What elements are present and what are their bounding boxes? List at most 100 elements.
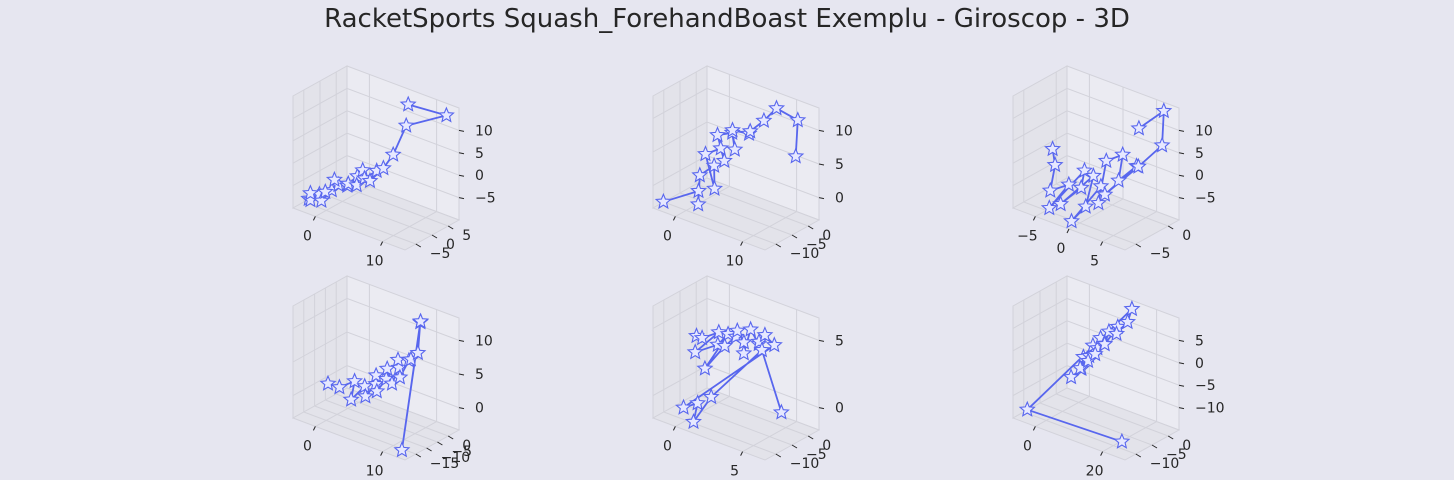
z-gridline xyxy=(652,297,820,341)
z-tick-mark xyxy=(458,129,465,132)
data-point-star xyxy=(1018,400,1036,417)
z-tick-label: 5 xyxy=(835,333,844,349)
z-tick-mark xyxy=(1178,152,1185,155)
data-point-star xyxy=(735,344,753,361)
y-gridline xyxy=(1023,90,1136,245)
data-point-star xyxy=(330,378,348,395)
y-tick-mark xyxy=(426,447,432,452)
y-tick-label: 0 xyxy=(462,438,471,454)
data-point-star xyxy=(705,156,723,173)
data-point-star xyxy=(325,170,343,188)
z-gridline xyxy=(1012,342,1180,386)
z-tick-label: 5 xyxy=(835,157,844,173)
x-tick-mark xyxy=(1100,451,1104,456)
data-point-star xyxy=(1040,199,1058,216)
z-gridline xyxy=(292,87,460,131)
y-tick-label: −5 xyxy=(1150,246,1171,262)
data-point-star xyxy=(684,412,702,430)
data-point-star xyxy=(409,344,427,361)
x-tick-mark xyxy=(1100,241,1104,246)
data-point-star xyxy=(384,145,402,162)
y-tick-mark xyxy=(1167,435,1174,440)
y-tick-mark xyxy=(447,435,454,440)
data-point-star xyxy=(1114,145,1132,162)
z-gridline xyxy=(292,110,460,154)
data-point-star xyxy=(787,147,805,164)
x-gridline xyxy=(675,74,730,217)
data-point-star xyxy=(1089,194,1107,211)
y-gridline xyxy=(695,72,809,227)
data-point-star xyxy=(689,195,707,212)
x-tick-label: 0 xyxy=(1057,241,1066,257)
data-point-star xyxy=(696,359,714,376)
data-point-star xyxy=(1130,119,1148,136)
y-gridline xyxy=(679,81,793,236)
data-point-star xyxy=(768,99,786,116)
z-gridline xyxy=(1012,155,1180,199)
data-point-star xyxy=(654,192,672,210)
x-gridline xyxy=(1035,284,1090,427)
data-point-star xyxy=(696,145,714,162)
y-tick-mark xyxy=(1151,444,1158,449)
x-gridline xyxy=(1102,99,1158,243)
data-point-star xyxy=(1108,324,1126,342)
x-tick-mark xyxy=(1032,216,1036,221)
data-point-star xyxy=(312,191,330,208)
z-tick-label: −5 xyxy=(1195,191,1216,207)
data-point-star xyxy=(316,182,334,200)
x-tick-mark xyxy=(740,451,744,456)
data-point-star xyxy=(1096,185,1114,202)
x-tick-label: 0 xyxy=(303,228,312,244)
data-point-star xyxy=(1096,335,1114,352)
z-tick-mark xyxy=(818,197,825,200)
y-tick-mark xyxy=(447,225,454,230)
data-point-star xyxy=(1155,102,1173,119)
y-tick-label: 0 xyxy=(446,237,455,253)
gridlines xyxy=(1012,282,1180,455)
x-gridline xyxy=(382,99,438,243)
data-point-star xyxy=(342,390,360,407)
y-tick-mark xyxy=(415,453,422,458)
z-tick-label: −10 xyxy=(1195,401,1225,417)
x-tick-label: 0 xyxy=(1023,438,1032,454)
data-point-star xyxy=(301,184,319,201)
y-tick-label: −5 xyxy=(1166,447,1187,463)
data-point-star xyxy=(712,139,730,156)
y-gridline xyxy=(663,300,776,455)
x-tick-mark xyxy=(672,216,676,221)
z-tick-label: −5 xyxy=(1195,378,1216,394)
data-point-star xyxy=(675,398,693,415)
y-gridline xyxy=(324,288,438,443)
z-tick-mark xyxy=(1178,197,1185,200)
data-point-star xyxy=(1097,151,1115,169)
z-tick-label: 0 xyxy=(1195,356,1204,372)
subplot-3d-3: −5 0 5 −5 0 −5 0 5 10 xyxy=(1011,65,1216,270)
data-point-star xyxy=(756,326,774,343)
data-point-star xyxy=(374,159,392,176)
z-gridline xyxy=(652,87,820,131)
y-tick-label: −5 xyxy=(451,444,472,460)
z-tick-mark xyxy=(458,339,465,342)
y-tick-mark xyxy=(431,234,438,239)
data-point-star xyxy=(1110,171,1128,188)
z-tick-label: 5 xyxy=(475,146,484,162)
data-point-star xyxy=(689,394,707,411)
data-point-star xyxy=(1077,197,1095,214)
z-tick-label: 0 xyxy=(835,191,844,207)
y-gridline xyxy=(303,90,416,245)
y-tick-mark xyxy=(1135,243,1142,248)
data-point-star xyxy=(1129,157,1147,174)
x-tick-mark xyxy=(380,241,384,246)
subplot-3d-6: 020 −10−50−10−505 xyxy=(1011,275,1225,480)
data-point-star xyxy=(755,111,773,128)
y-gridline xyxy=(335,282,449,437)
x-tick-mark xyxy=(380,451,384,456)
data-point-star xyxy=(393,441,411,458)
data-point-star xyxy=(772,403,790,420)
y-tick-mark xyxy=(791,234,798,239)
data-point-star xyxy=(728,321,746,338)
x-tick-mark xyxy=(740,241,744,246)
y-tick-mark xyxy=(415,243,422,248)
